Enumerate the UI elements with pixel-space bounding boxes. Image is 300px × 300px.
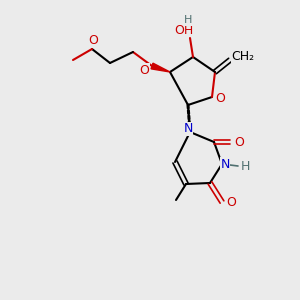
Text: H: H	[184, 15, 192, 25]
Text: O: O	[226, 196, 236, 208]
Text: N: N	[220, 158, 230, 170]
Text: CH₂: CH₂	[231, 50, 255, 64]
Text: O: O	[215, 92, 225, 106]
Text: O: O	[139, 64, 149, 76]
Text: O: O	[234, 136, 244, 148]
Polygon shape	[151, 63, 170, 72]
Text: O: O	[88, 34, 98, 46]
Text: H: H	[240, 160, 250, 172]
Text: OH: OH	[174, 23, 194, 37]
Text: N: N	[183, 122, 193, 136]
